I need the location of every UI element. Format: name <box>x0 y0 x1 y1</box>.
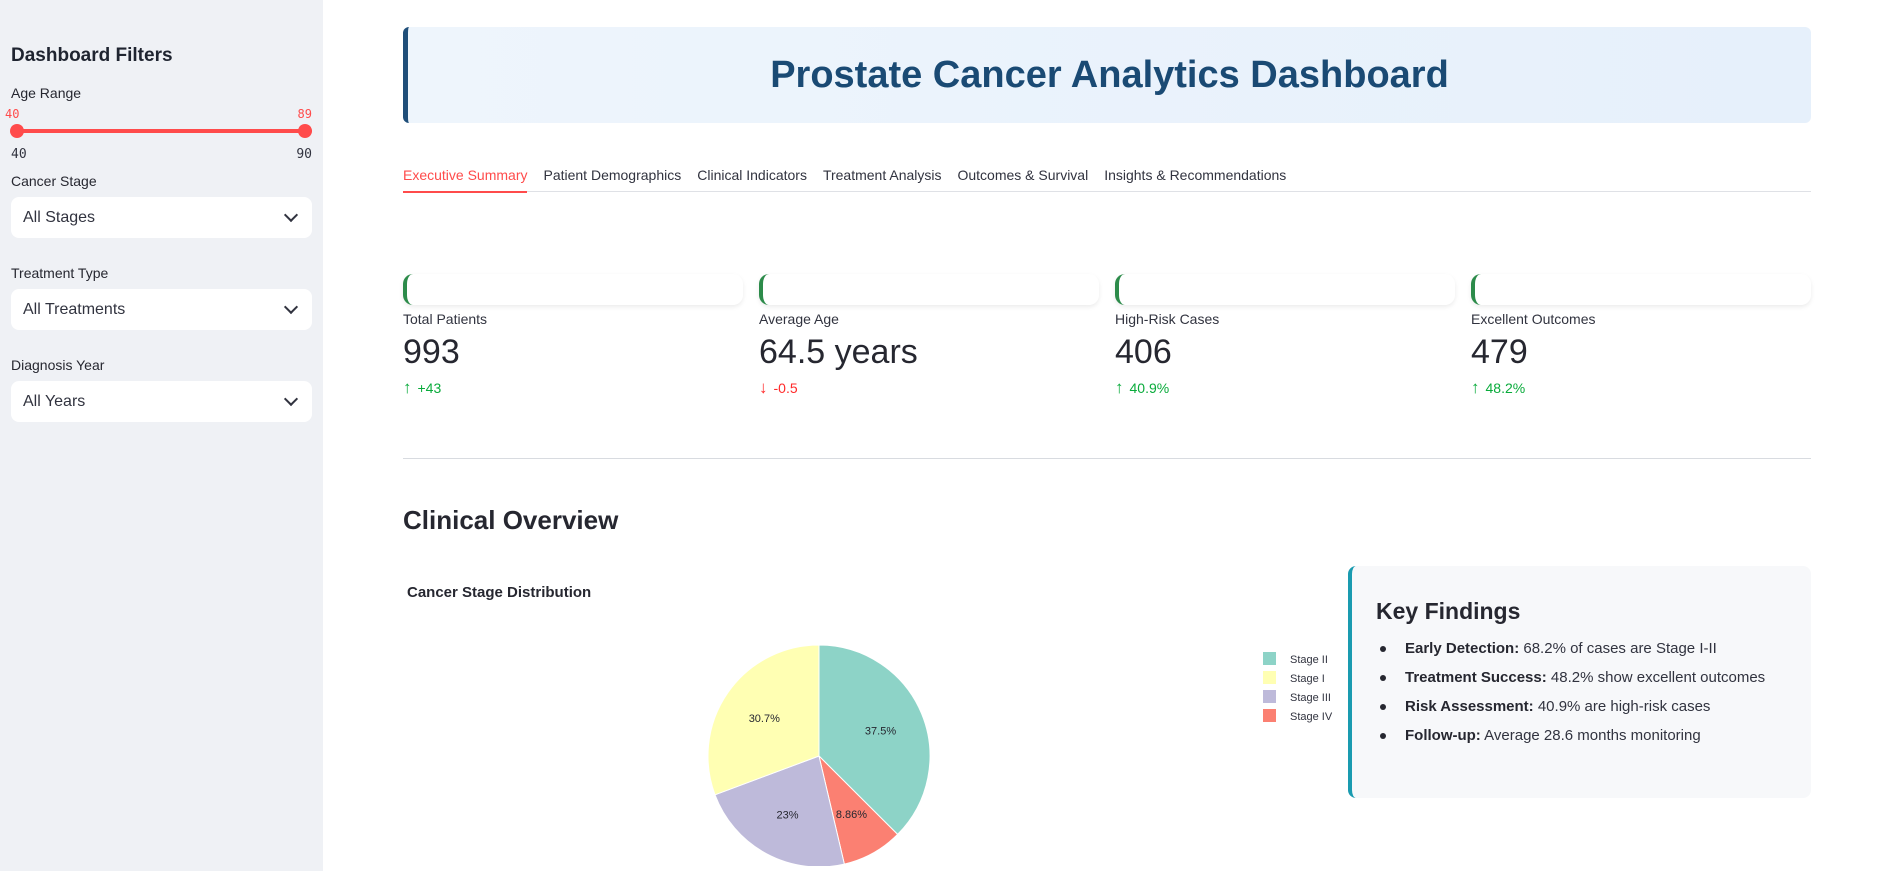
age-range-track[interactable] <box>11 129 312 133</box>
pie-slice-stage-iii[interactable] <box>714 755 845 866</box>
finding-text: 40.9% are high-risk cases <box>1533 698 1711 715</box>
tab-patient-demographics[interactable]: Patient Demographics <box>543 167 682 183</box>
chart-title: Cancer Stage Distribution <box>407 584 592 601</box>
diagnosis-year-select[interactable]: All Years <box>11 381 312 422</box>
finding-label: Risk Assessment: <box>1405 698 1534 715</box>
chevron-down-icon <box>283 391 299 407</box>
treatment-type-label: Treatment Type <box>11 265 109 281</box>
metric-excellent-outcomes: Excellent Outcomes 479 ↑ 48.2% <box>1471 274 1811 398</box>
finding-label: Follow-up: <box>1405 727 1481 744</box>
metric-label: Average Age <box>759 311 839 327</box>
treatment-type-value: All Treatments <box>23 300 126 318</box>
metric-label: Total Patients <box>403 311 488 327</box>
legend-swatch[interactable] <box>1263 671 1276 684</box>
chevron-down-icon <box>283 299 299 315</box>
finding-item: Early Detection: 68.2% of cases are Stag… <box>1376 639 1787 658</box>
metric-delta-value: -0.5 <box>773 380 798 396</box>
metrics-row: Total Patients 993 ↑ +43 Average Age 64.… <box>403 274 1811 398</box>
metric-value: 406 <box>1115 333 1172 371</box>
pie-label-stage-iii: 23% <box>777 810 799 822</box>
legend-label[interactable]: Stage III <box>1290 692 1331 704</box>
metric-delta-value: 40.9% <box>1129 380 1170 396</box>
metric-delta: ↑ 40.9% <box>1115 378 1455 398</box>
legend-label[interactable]: Stage I <box>1290 673 1325 685</box>
tab-treatment-analysis[interactable]: Treatment Analysis <box>822 167 942 183</box>
key-findings-title: Key Findings <box>1376 598 1521 624</box>
legend-swatch[interactable] <box>1263 690 1276 703</box>
metric-label: Excellent Outcomes <box>1471 311 1596 327</box>
arrow-up-icon: ↑ <box>1115 378 1124 397</box>
arrow-down-icon: ↓ <box>759 378 768 397</box>
sidebar-title: Dashboard Filters <box>11 45 173 66</box>
key-findings-list: Early Detection: 68.2% of cases are Stag… <box>1376 639 1787 745</box>
metric-card <box>759 274 1099 305</box>
pie-label-stage-iv: 8.86% <box>836 809 867 821</box>
cancer-stage-select[interactable]: All Stages <box>11 197 312 238</box>
pie-label-stage-i: 30.7% <box>749 713 780 725</box>
tab-executive-summary[interactable]: Executive Summary <box>403 167 528 193</box>
metric-average-age: Average Age 64.5 years ↓ -0.5 <box>759 274 1099 398</box>
metric-value: 993 <box>403 333 460 371</box>
metric-label: High-Risk Cases <box>1115 311 1220 327</box>
pie-label-stage-ii: 37.5% <box>865 725 896 737</box>
age-range-slider[interactable]: 40 89 40 90 <box>5 107 312 167</box>
tab-bar: Executive Summary Patient Demographics C… <box>403 167 1811 193</box>
legend-label[interactable]: Stage II <box>1290 654 1328 666</box>
metric-delta-value: 48.2% <box>1485 380 1526 396</box>
treatment-type-select[interactable]: All Treatments <box>11 289 312 330</box>
cancer-stage-label: Cancer Stage <box>11 173 97 189</box>
metric-delta: ↓ -0.5 <box>759 378 1099 398</box>
finding-text: 48.2% show excellent outcomes <box>1546 669 1766 686</box>
age-range-min-handle[interactable] <box>10 124 24 138</box>
tab-insights-recommendations[interactable]: Insights & Recommendations <box>1104 167 1287 183</box>
page-title: Prostate Cancer Analytics Dashboard <box>770 53 1449 96</box>
main-content: Prostate Cancer Analytics Dashboard Exec… <box>403 0 1811 866</box>
metric-delta: ↑ +43 <box>403 378 743 398</box>
arrow-up-icon: ↑ <box>403 378 412 397</box>
age-range-selected-max: 89 <box>297 107 312 121</box>
metric-delta: ↑ 48.2% <box>1471 378 1811 398</box>
metric-card <box>1471 274 1811 305</box>
metric-delta-value: +43 <box>417 380 442 396</box>
legend-swatch[interactable] <box>1263 709 1276 722</box>
pie-slice-stage-i[interactable] <box>707 644 820 796</box>
tab-outcomes-survival[interactable]: Outcomes & Survival <box>957 167 1089 183</box>
age-range-min-tick: 40 <box>11 147 27 162</box>
legend-label[interactable]: Stage IV <box>1290 711 1333 723</box>
age-range-label: Age Range <box>11 85 82 101</box>
arrow-up-icon: ↑ <box>1471 378 1480 397</box>
section-title: Clinical Overview <box>403 505 619 535</box>
finding-label: Treatment Success: <box>1405 669 1547 686</box>
pie-slice-stage-ii[interactable] <box>818 644 931 836</box>
stage-pie-chart[interactable]: 37.5% 8.86% 23% 30.7% Stage II Stage I Stage I… <box>403 566 1363 866</box>
clinical-overview: Cancer Stage Distribution 37.5% 8.86% 23% 3… <box>403 566 1811 866</box>
metric-card <box>403 274 743 305</box>
diagnosis-year-label: Diagnosis Year <box>11 357 105 373</box>
metric-card <box>1115 274 1455 305</box>
page-header: Prostate Cancer Analytics Dashboard <box>403 27 1811 123</box>
finding-item: Treatment Success: 48.2% show excellent … <box>1376 668 1787 687</box>
legend-swatch[interactable] <box>1263 652 1276 665</box>
sidebar: Dashboard Filters Age Range 40 89 40 90 … <box>0 0 323 871</box>
age-range-max-handle[interactable] <box>298 124 312 138</box>
finding-text: 68.2% of cases are Stage I-II <box>1519 640 1717 657</box>
chevron-down-icon <box>283 207 299 223</box>
metric-value: 64.5 years <box>759 333 918 371</box>
section-divider <box>403 458 1811 459</box>
cancer-stage-value: All Stages <box>23 208 96 226</box>
metric-total-patients: Total Patients 993 ↑ +43 <box>403 274 743 398</box>
finding-label: Early Detection: <box>1405 640 1520 657</box>
metric-value: 479 <box>1471 333 1528 371</box>
tab-clinical-indicators[interactable]: Clinical Indicators <box>697 167 807 183</box>
age-range-max-tick: 90 <box>296 147 312 162</box>
metric-high-risk-cases: High-Risk Cases 406 ↑ 40.9% <box>1115 274 1455 398</box>
finding-item: Follow-up: Average 28.6 months monitorin… <box>1376 726 1787 745</box>
key-findings-panel: Key Findings Early Detection: 68.2% of c… <box>1348 566 1811 798</box>
finding-text: Average 28.6 months monitoring <box>1480 727 1701 744</box>
diagnosis-year-value: All Years <box>23 392 86 410</box>
finding-item: Risk Assessment: 40.9% are high-risk cas… <box>1376 697 1787 716</box>
age-range-selected-min: 40 <box>5 107 20 121</box>
